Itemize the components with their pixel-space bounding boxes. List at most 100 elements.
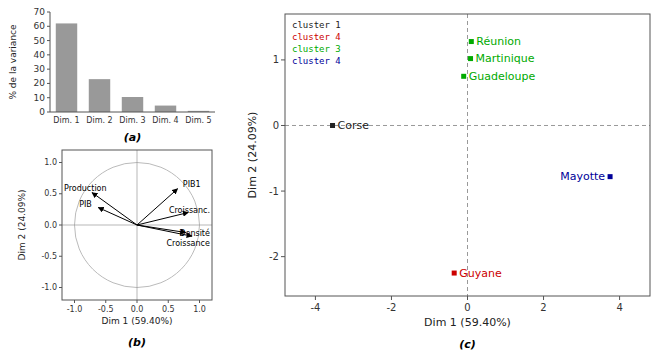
y-tick — [281, 59, 285, 60]
bar — [56, 23, 77, 112]
variable-label: Densité — [179, 228, 210, 238]
x-tick — [105, 300, 106, 303]
x-tick — [315, 296, 316, 300]
x-tick — [619, 296, 620, 300]
y-axis — [50, 12, 51, 112]
point-label: Guadeloupe — [469, 70, 536, 83]
y-tick-label: 70 — [34, 7, 46, 17]
y-tick-label: -1.0 — [41, 283, 57, 292]
y-tick-label: 10 — [34, 93, 46, 103]
x-tick-label: Dim. 1 — [53, 116, 79, 125]
y-tick — [59, 225, 62, 226]
x-tick-label: -0.5 — [98, 305, 114, 314]
y-axis-label: Dim 2 (24.09%) — [17, 190, 27, 261]
panel-title: (a) — [124, 131, 141, 144]
point-label: Réunion — [476, 35, 521, 48]
bars — [56, 23, 209, 112]
plot-frame — [62, 150, 212, 300]
variable-label: Croissance — [166, 239, 210, 248]
point — [469, 39, 474, 44]
x-tick-label: -2 — [386, 302, 396, 313]
bar — [89, 79, 110, 112]
point — [468, 56, 473, 61]
x-tick-label: 0.5 — [162, 305, 175, 314]
y-axis-label: Dim 2 (24.09%) — [246, 112, 259, 199]
x-tick — [137, 300, 138, 303]
y-tick — [59, 162, 62, 163]
y-tick-label: 40 — [34, 50, 46, 60]
legend-entry: cluster 4 — [292, 32, 341, 42]
y-tick-label: -1 — [269, 186, 279, 197]
legend-entry: cluster 4 — [292, 56, 341, 66]
x-tick-label: 1.0 — [193, 305, 206, 314]
y-tick-label: 20 — [34, 78, 46, 88]
x-tick — [543, 296, 544, 300]
point — [608, 174, 613, 179]
x-axis — [50, 112, 215, 113]
x-tick-label: Dim. 4 — [152, 116, 178, 125]
x-axis-label: Dim 1 (59.40%) — [424, 316, 511, 329]
plot-frame — [285, 14, 650, 296]
x-tick — [74, 300, 75, 303]
x-tick-label: -1.0 — [67, 305, 83, 314]
point-label: Martinique — [476, 52, 535, 65]
point — [330, 123, 335, 128]
variable-label: Croissanc. — [169, 206, 210, 215]
y-tick-label: 0.5 — [44, 189, 57, 198]
y-axis-label: % de la variance — [8, 24, 18, 100]
y-tick — [281, 191, 285, 192]
point — [452, 271, 457, 276]
y-tick-label: 0 — [39, 107, 45, 117]
x-tick-label: 0 — [464, 302, 470, 313]
point-label: Mayotte — [560, 170, 605, 183]
bar-panel: 0 10 20 30 40 50 60 70 Dim. 1 Dim. 2 Dim. 3 Dim. 4 D… — [8, 7, 215, 144]
y-tick-label: -2 — [269, 251, 279, 262]
x-tick-label: 4 — [616, 302, 622, 313]
y-tick — [59, 256, 62, 257]
legend: cluster 1 cluster 4 cluster 3 cluster 4 — [292, 20, 341, 66]
x-tick-label: -4 — [310, 302, 320, 313]
variable-label: PIB — [79, 200, 92, 209]
y-tick — [59, 287, 62, 288]
variable-arrow — [98, 208, 137, 226]
x-tick — [391, 296, 392, 300]
x-tick — [168, 300, 169, 303]
variable-arrow — [92, 193, 137, 226]
x-tick — [199, 300, 200, 303]
figure: 010203040506070Dim. 1Dim. 2Dim. 3Dim. 4D… — [0, 0, 663, 354]
y-tick — [281, 256, 285, 257]
legend-entry: cluster 1 — [292, 20, 341, 30]
biplot-panel: Production PIB PIB1 Croissanc. DensitéCroiss… — [17, 150, 212, 349]
y-tick-label: 50 — [34, 36, 46, 46]
legend-entry: cluster 3 — [292, 44, 341, 54]
plot-area — [285, 14, 650, 296]
y-tick — [59, 193, 62, 194]
panel-title: (b) — [128, 336, 146, 349]
y-tick-label: 30 — [34, 64, 46, 74]
panel-title: (c) — [459, 338, 476, 351]
y-tick-label: -0.5 — [41, 252, 57, 261]
zero-line — [467, 14, 468, 296]
y-tick-label: 1.0 — [44, 158, 57, 167]
plot-area — [62, 150, 212, 300]
x-tick-label: 2 — [540, 302, 546, 313]
x-tick-label: Dim. 3 — [119, 116, 145, 125]
y-tick-label: 1 — [273, 54, 279, 65]
y-tick-label: 0 — [273, 120, 279, 131]
x-axis-label: Dim 1 (59.40%) — [102, 316, 173, 326]
bar — [122, 97, 143, 112]
point-label: Corse — [338, 119, 370, 132]
x-tick-label: Dim. 5 — [185, 116, 211, 125]
y-tick — [281, 125, 285, 126]
x-tick — [467, 296, 468, 300]
point-label: Guyane — [459, 267, 502, 280]
x-tick-label: Dim. 2 — [86, 116, 112, 125]
scatter-panel: Réunion Martinique Guadeloupe Corse Mayotte G… — [246, 14, 651, 351]
y-tick-label: 60 — [34, 21, 46, 31]
variable-label: PIB1 — [183, 180, 201, 189]
point — [461, 74, 466, 79]
x-tick-label: 0.0 — [131, 305, 144, 314]
y-tick-label: 0.0 — [44, 221, 57, 230]
variable-label: Production — [64, 184, 107, 193]
bar — [155, 106, 176, 112]
